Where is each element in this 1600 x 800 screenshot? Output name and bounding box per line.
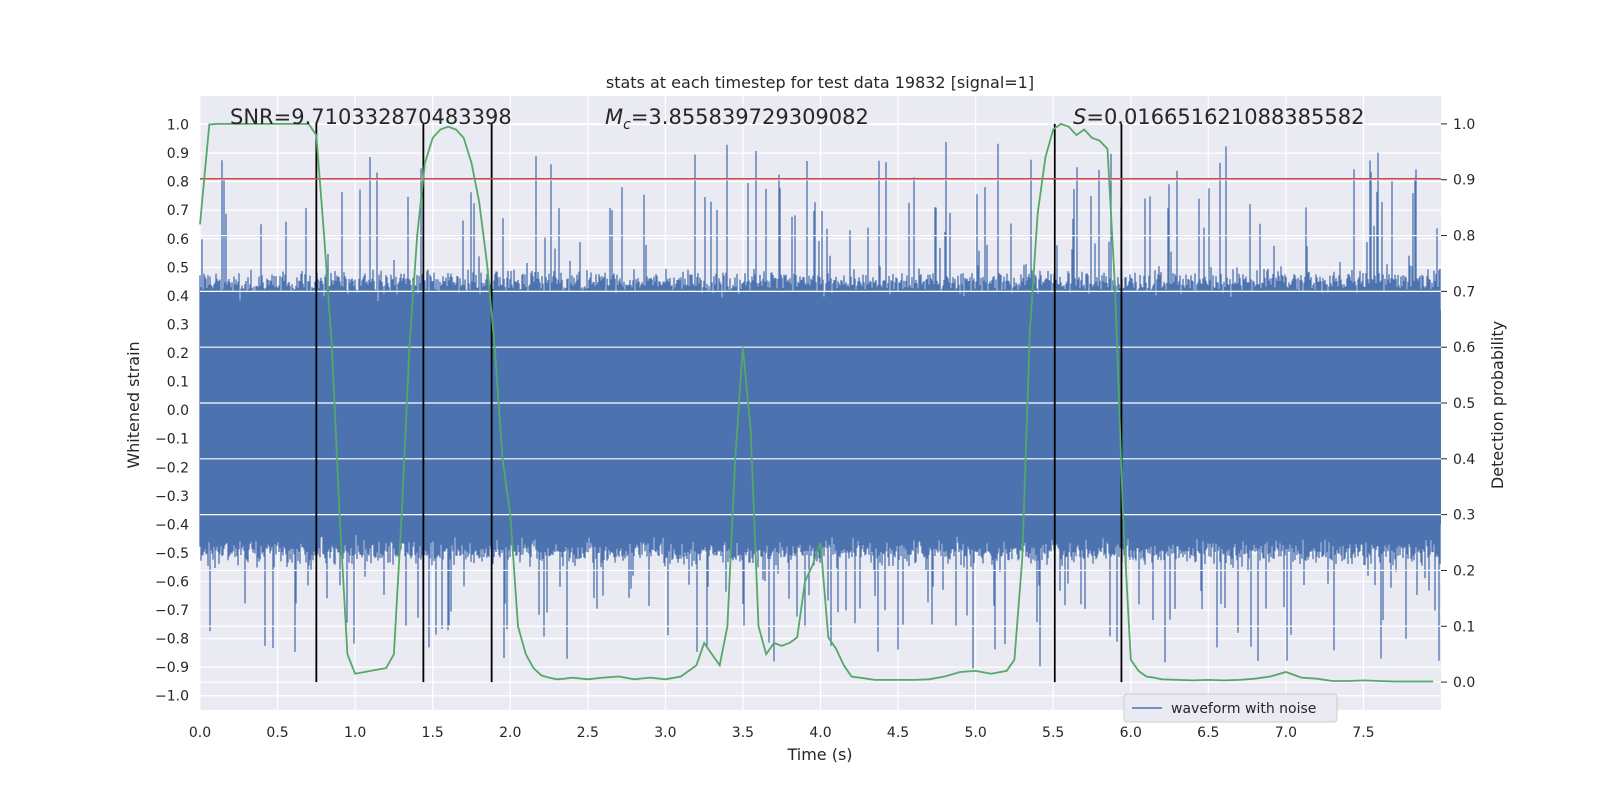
y-right-tick-label: 0.1 xyxy=(1453,619,1475,635)
x-tick-label: 1.5 xyxy=(422,725,444,741)
y-left-axis-ticks: −1.0 −0.9 −0.8 −0.7 −0.6 −0.5 −0.4 −0.3 −0.2 −0.1… xyxy=(155,118,189,705)
spin-symbol: S xyxy=(1073,105,1086,129)
detection-probability-line xyxy=(199,122,1434,683)
y-left-tick-label: 0.4 xyxy=(167,289,189,305)
y-right-tick-label: 0.4 xyxy=(1453,452,1475,468)
x-tick-label: 2.5 xyxy=(577,725,599,741)
chirp-mass-subscript: c xyxy=(623,117,631,133)
y-right-axis-label: Detection probability xyxy=(1488,321,1507,489)
y-left-tick-label: −1.0 xyxy=(155,689,189,705)
y-left-tick-label: −0.2 xyxy=(155,460,189,476)
y-left-tick-label: −0.9 xyxy=(155,660,189,676)
y-right-tick-label: 0.7 xyxy=(1453,284,1475,300)
y-left-tick-label: 0.3 xyxy=(167,317,189,333)
y-right-tick-label: 0.3 xyxy=(1453,508,1475,524)
chart-title: stats at each timestep for test data 198… xyxy=(606,73,1034,92)
y-left-tick-label: −0.6 xyxy=(155,574,189,590)
x-tick-label: 3.0 xyxy=(654,725,676,741)
y-right-tick-label: 0.5 xyxy=(1453,396,1475,412)
x-tick-label: 4.5 xyxy=(887,725,909,741)
y-left-tick-label: 0.6 xyxy=(167,232,189,248)
y-left-tick-label: 0.2 xyxy=(167,346,189,362)
y-left-tick-label: 0.8 xyxy=(167,175,189,191)
grid-lines-overlay xyxy=(200,123,1441,683)
detection-markers xyxy=(315,123,1123,683)
x-tick-label: 7.0 xyxy=(1275,725,1297,741)
x-tick-label: 4.0 xyxy=(809,725,831,741)
x-tick-label: 0.0 xyxy=(189,725,211,741)
y-left-axis-label: Whitened strain xyxy=(124,341,143,468)
legend-label-waveform: waveform with noise xyxy=(1171,701,1316,717)
legend-box xyxy=(1123,693,1338,723)
x-tick-label: 7.5 xyxy=(1352,725,1374,741)
y-left-tick-label: 1.0 xyxy=(167,118,189,134)
x-tick-label: 6.5 xyxy=(1197,725,1219,741)
y-right-tick-label: 0.8 xyxy=(1453,229,1475,245)
x-tick-label: 0.5 xyxy=(266,725,288,741)
spin-value: =0.016651621088385582 xyxy=(1086,105,1364,129)
y-left-tick-label: 0.5 xyxy=(167,260,189,276)
y-right-tick-label: 0.2 xyxy=(1453,563,1475,579)
y-left-tick-label: −0.8 xyxy=(155,632,189,648)
y-left-tick-label: 0.7 xyxy=(167,203,189,219)
probability-series xyxy=(199,122,1434,683)
y-left-tick-label: −0.1 xyxy=(155,432,189,448)
x-axis-ticks: 0.0 0.5 1.0 1.5 2.0 2.5 3.0 3.5 4.0 4.5 5.0 5.5 6.0 6… xyxy=(189,725,1375,741)
y-left-tick-label: −0.5 xyxy=(155,546,189,562)
x-axis-label: Time (s) xyxy=(786,745,852,764)
y-right-tick-label: 1.0 xyxy=(1453,117,1475,133)
y-right-axis-ticks: 0.0 0.1 0.2 0.3 0.4 0.5 0.6 0.7 0.8 0.9 1.0 xyxy=(1441,117,1475,691)
y-left-tick-label: 0.0 xyxy=(167,403,189,419)
x-tick-label: 5.0 xyxy=(964,725,986,741)
y-left-tick-label: 0.9 xyxy=(167,146,189,162)
y-right-tick-label: 0.9 xyxy=(1453,173,1475,189)
y-left-tick-label: 0.1 xyxy=(167,375,189,391)
y-left-tick-label: −0.3 xyxy=(155,489,189,505)
x-tick-label: 1.0 xyxy=(344,725,366,741)
y-right-tick-label: 0.0 xyxy=(1453,675,1475,691)
chirp-mass-symbol: M xyxy=(605,105,623,129)
x-tick-label: 5.5 xyxy=(1042,725,1064,741)
y-right-tick-label: 0.6 xyxy=(1453,340,1475,356)
x-tick-label: 3.5 xyxy=(732,725,754,741)
chirp-mass-annotation: Mc=3.855839729309082 xyxy=(605,105,869,133)
x-tick-label: 6.0 xyxy=(1120,725,1142,741)
waveform-core xyxy=(200,310,1441,525)
snr-annotation: SNR=9.710332870483398 xyxy=(230,105,512,129)
y-left-tick-label: −0.7 xyxy=(155,603,189,619)
spin-annotation: S=0.016651621088385582 xyxy=(1073,105,1364,129)
chirp-mass-value: =3.855839729309082 xyxy=(631,105,869,129)
legend: waveform with noise xyxy=(1123,693,1338,723)
x-tick-label: 2.0 xyxy=(499,725,521,741)
y-left-tick-label: −0.4 xyxy=(155,517,189,533)
